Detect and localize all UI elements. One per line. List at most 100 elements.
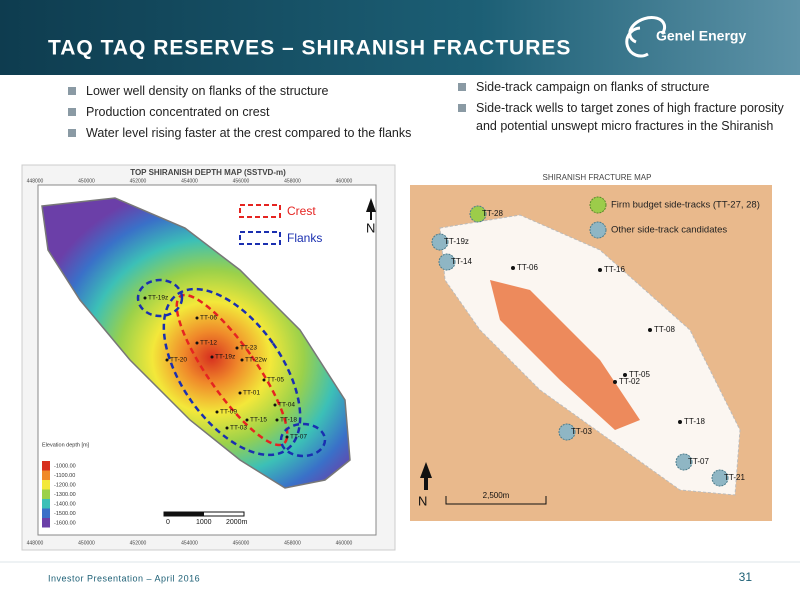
- well-marker: [675, 453, 693, 471]
- well: [275, 418, 279, 422]
- x-axis-label: 448000: [27, 178, 44, 184]
- x-axis-label: 454000: [181, 178, 198, 184]
- well-label: TT-07: [688, 457, 709, 466]
- slide-title: TAQ TAQ RESERVES – SHIRANISH FRACTURES: [48, 37, 571, 60]
- footer-text: Investor Presentation – April 2016: [48, 573, 200, 583]
- well-marker: [711, 469, 729, 487]
- legend-swatch: [42, 461, 50, 471]
- x-axis-label: 460000: [336, 540, 353, 546]
- well-label: TT-15: [250, 417, 267, 424]
- x-axis-label: 450000: [78, 178, 95, 184]
- well-marker: [558, 423, 576, 441]
- x-axis-label: 448000: [27, 540, 44, 546]
- fracture-zone: [490, 280, 640, 430]
- flanks-outline: [279, 422, 327, 458]
- well: [210, 355, 214, 359]
- legend-swatch: [42, 470, 50, 480]
- legend-label: -1000.00: [54, 463, 76, 469]
- legend-marker-green: [589, 196, 607, 214]
- x-axis-label: 456000: [233, 178, 250, 184]
- well: [613, 380, 617, 384]
- legend-swatch: [42, 480, 50, 490]
- well-label: TT-08: [654, 325, 675, 334]
- depth-map-title: TOP SHIRANISH DEPTH MAP (SSTVD-m): [130, 168, 286, 177]
- well-label: TT-19z: [148, 295, 168, 302]
- well: [245, 418, 249, 422]
- legend-label: -1300.00: [54, 492, 76, 498]
- well: [511, 266, 515, 270]
- fracture-map-caption: SHIRANISH FRACTURE MAP: [543, 173, 652, 182]
- well-marker: [431, 233, 449, 251]
- logo-text: Genel Energy: [656, 28, 746, 44]
- bullets-left: Lower well density on flanks of the stru…: [28, 82, 448, 145]
- well: [165, 358, 169, 362]
- well-label: TT-20: [170, 357, 187, 364]
- legend-text: Firm budget side-tracks (TT-27, 28): [611, 200, 760, 211]
- legend-label: -1100.00: [54, 473, 75, 479]
- well: [648, 328, 652, 332]
- legend-title: Elevation depth [m]: [42, 442, 90, 448]
- legend-swatch: [42, 499, 50, 509]
- flanks-outline: [162, 287, 302, 457]
- well-label: TT-18: [684, 417, 705, 426]
- well-label: TT-02: [619, 377, 640, 386]
- well: [262, 378, 266, 382]
- bullet: Lower well density on flanks of the stru…: [68, 82, 448, 100]
- bullet: Side-track wells to target zones of high…: [458, 99, 800, 135]
- scale-label: 2000m: [226, 519, 248, 526]
- well-label: TT-18: [280, 417, 297, 424]
- well: [143, 296, 147, 300]
- well: [678, 420, 682, 424]
- well-label: TT-28: [482, 209, 503, 218]
- flanks-label: Flanks: [287, 231, 322, 245]
- well-label: TT-07: [290, 434, 307, 441]
- well-label: TT-16: [604, 265, 625, 274]
- well-label: TT-12: [200, 340, 217, 347]
- well-label: TT-09: [220, 409, 237, 416]
- well: [215, 410, 219, 414]
- well: [235, 346, 239, 350]
- header-band: [0, 0, 800, 75]
- well: [285, 435, 289, 439]
- x-axis-label: 450000: [78, 540, 95, 546]
- flanks-key: [239, 231, 281, 245]
- legend-marker-blue: [589, 221, 607, 239]
- well-marker: [469, 205, 487, 223]
- x-axis-label: 458000: [284, 178, 301, 184]
- scale-label: 1000: [196, 519, 212, 526]
- well: [623, 373, 627, 377]
- bullet: Water level rising faster at the crest c…: [68, 124, 448, 142]
- well: [238, 391, 242, 395]
- well: [195, 341, 199, 345]
- north-label: N: [366, 220, 375, 235]
- north-arrow: [420, 462, 432, 490]
- well: [225, 426, 229, 430]
- crest-outline: [175, 293, 289, 447]
- well-label: TT-19z: [444, 237, 469, 246]
- x-axis-label: 452000: [130, 178, 147, 184]
- crest-key: [239, 204, 281, 218]
- page-number: 31: [739, 570, 753, 584]
- x-axis-label: 460000: [336, 178, 353, 184]
- well-label: TT-06: [517, 263, 538, 272]
- x-axis-label: 454000: [181, 540, 198, 546]
- north-label: N: [418, 493, 427, 508]
- bullet: Side-track campaign on flanks of structu…: [458, 78, 800, 96]
- flanks-outline: [136, 278, 184, 318]
- well-marker: [438, 253, 456, 271]
- well: [598, 268, 602, 272]
- legend-text: Other side-track candidates: [611, 225, 727, 236]
- well-label: TT-14: [451, 257, 472, 266]
- well-label: TT-23: [240, 345, 257, 352]
- scale-label: 0: [166, 519, 170, 526]
- scale-bar: [445, 496, 547, 505]
- legend-swatch: [42, 518, 50, 528]
- legend-swatch: [42, 508, 50, 518]
- well: [240, 358, 244, 362]
- x-axis-label: 458000: [284, 540, 301, 546]
- legend-label: -1600.00: [54, 520, 76, 526]
- legend-label: -1500.00: [54, 511, 76, 517]
- well: [273, 403, 277, 407]
- legend-swatch: [42, 489, 50, 499]
